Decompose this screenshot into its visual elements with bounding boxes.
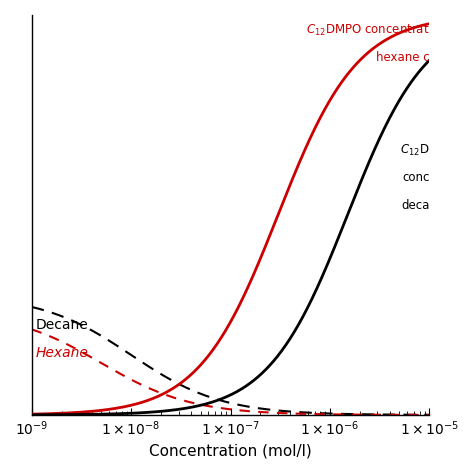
- Text: Decane: Decane: [36, 318, 89, 332]
- Text: Hexane: Hexane: [36, 346, 89, 360]
- Text: hexane c: hexane c: [376, 51, 429, 64]
- Text: deca: deca: [401, 199, 429, 212]
- Text: conc: conc: [402, 171, 429, 184]
- X-axis label: Concentration (mol/l): Concentration (mol/l): [149, 444, 312, 459]
- Text: $C_{12}$DMPO concentrat: $C_{12}$DMPO concentrat: [306, 23, 429, 38]
- Text: $C_{12}$D: $C_{12}$D: [400, 143, 429, 158]
